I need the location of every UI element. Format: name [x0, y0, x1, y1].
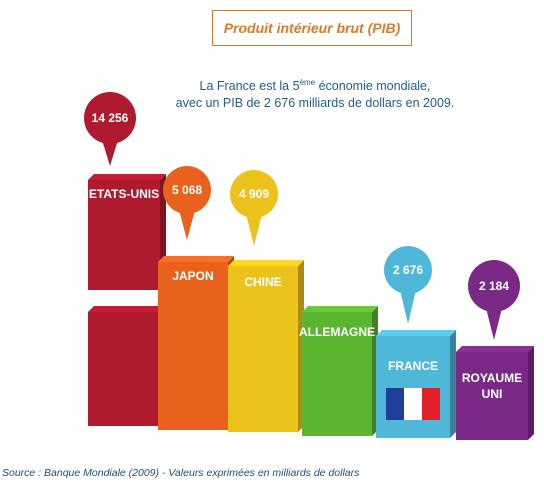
- value-bubble-japon: 5 068: [163, 166, 211, 240]
- source-note: Source : Banque Mondiale (2009) - Valeur…: [2, 467, 360, 479]
- value-label-etats-unis: 14 256: [92, 111, 129, 125]
- value-bubble-royaume-uni: 2 184: [468, 260, 520, 340]
- bar-side-france: [450, 330, 456, 438]
- bar-top-japon: [158, 256, 234, 262]
- bar-label-etats-unis: ETATS-UNIS: [89, 187, 159, 201]
- bar-japon: JAPON: [158, 256, 234, 430]
- value-label-chine: 4 909: [239, 187, 269, 201]
- bar-label-japon: JAPON: [172, 269, 213, 283]
- bubble-pointer-chine: [246, 214, 262, 246]
- bar-front-japon: [158, 262, 228, 430]
- bubble-pointer-japon: [179, 210, 195, 240]
- value-label-royaume-uni: 2 184: [479, 279, 509, 293]
- bar-label-allemagne: ALLEMAGNE: [299, 325, 375, 339]
- bar-allemagne: ALLEMAGNE: [299, 306, 378, 436]
- chart-title: Produit intérieur brut (PIB): [212, 10, 412, 46]
- bar-front-etats-unis-lower: [88, 312, 160, 426]
- bar-side-royaume-uni: [528, 346, 534, 440]
- bar-label-france: FRANCE: [388, 359, 438, 373]
- bubble-pointer-france: [400, 290, 416, 324]
- bar-royaume-uni: ROYAUME UNI: [456, 346, 534, 440]
- subtitle-superscript: ème: [299, 78, 316, 87]
- bar-france: FRANCE: [376, 330, 456, 438]
- bar-front-royaume-uni: [456, 352, 528, 440]
- bar-front-allemagne: [302, 312, 372, 436]
- subtitle-line1-post: économie mondiale,: [315, 79, 431, 94]
- bar-top-royaume-uni: [456, 346, 534, 352]
- flag-blue-stripe: [386, 388, 404, 420]
- bar-top-etats-unis: [88, 174, 166, 180]
- bar-chine: CHINE: [228, 260, 304, 432]
- subtitle-line2: avec un PIB de 2 676 milliards de dollar…: [175, 96, 455, 111]
- value-bubble-etats-unis: 14 256: [84, 92, 136, 166]
- chart-subtitle: La France est la 5ème économie mondiale,…: [150, 74, 480, 112]
- bubble-circle-royaume-uni: [468, 260, 520, 312]
- bar-front-chine: [228, 266, 298, 432]
- flag-white-stripe: [404, 388, 422, 420]
- flag-red-stripe: [422, 388, 440, 420]
- bar-top-allemagne: [302, 306, 378, 312]
- bar-front-france: [376, 336, 450, 438]
- bubble-circle-japon: [163, 166, 211, 214]
- bar-etats-unis: ETATS-UNIS: [88, 174, 166, 426]
- bubble-circle-france: [384, 246, 432, 294]
- value-label-france: 2 676: [393, 263, 423, 277]
- bar-label-chine: CHINE: [244, 275, 281, 289]
- value-bubble-chine: 4 909: [230, 170, 278, 246]
- bar-label-royaume-uni-1: ROYAUME: [462, 371, 522, 385]
- bubble-circle-etats-unis: [84, 92, 136, 144]
- bubble-pointer-etats-unis: [102, 140, 118, 166]
- bar-label-royaume-uni-2: UNI: [482, 387, 503, 401]
- subtitle-line1-pre: La France est la 5: [199, 79, 300, 94]
- bubble-pointer-royaume-uni: [486, 308, 502, 340]
- bubble-circle-chine: [230, 170, 278, 218]
- bar-top-etats-unis-lower: [88, 306, 166, 312]
- bar-top-france: [376, 330, 456, 336]
- value-label-japon: 5 068: [172, 183, 202, 197]
- bar-top-chine: [228, 260, 304, 266]
- bar-front-etats-unis: [88, 180, 160, 290]
- value-bubble-france: 2 676: [384, 246, 432, 324]
